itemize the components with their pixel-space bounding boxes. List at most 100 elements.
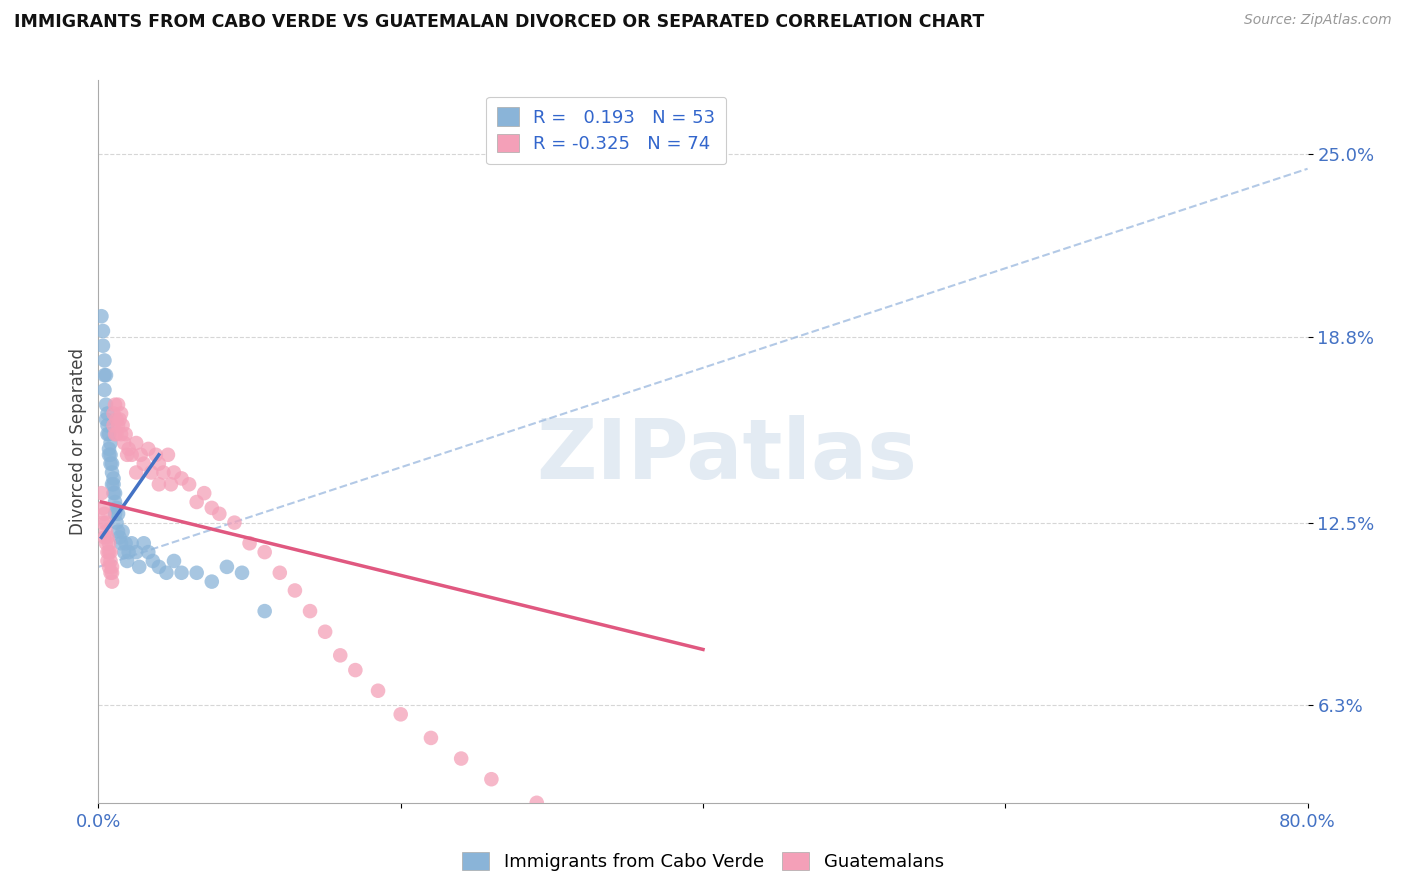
Point: [186, 495, 208, 509]
Point: [104, 486, 127, 500]
Legend: R =   0.193   N = 53, R = -0.325   N = 74: R = 0.193 N = 53, R = -0.325 N = 74: [486, 96, 727, 164]
Point: [107, 507, 129, 521]
Point: [420, 731, 443, 745]
Point: [299, 604, 322, 618]
Point: [96, 427, 118, 442]
Point: [103, 486, 125, 500]
Point: [201, 500, 224, 515]
Point: [481, 772, 503, 787]
Point: [94, 536, 117, 550]
Point: [239, 536, 262, 550]
Point: [101, 560, 124, 574]
Point: [129, 448, 152, 462]
Point: [98, 536, 121, 550]
Point: [110, 407, 132, 421]
Point: [118, 442, 141, 456]
Point: [96, 545, 118, 559]
Point: [107, 524, 129, 539]
Point: [111, 418, 134, 433]
Point: [526, 796, 548, 810]
Point: [93, 507, 115, 521]
Text: Source: ZipAtlas.com: Source: ZipAtlas.com: [1244, 13, 1392, 28]
Point: [108, 412, 131, 426]
Point: [101, 477, 124, 491]
Point: [103, 407, 125, 421]
Point: [101, 457, 124, 471]
Point: [94, 516, 117, 530]
Y-axis label: Divorced or Separated: Divorced or Separated: [69, 348, 87, 535]
Point: [692, 840, 714, 855]
Point: [142, 554, 165, 568]
Point: [132, 457, 155, 471]
Point: [114, 427, 136, 442]
Point: [90, 309, 112, 323]
Point: [253, 604, 276, 618]
Point: [163, 466, 186, 480]
Point: [152, 466, 174, 480]
Point: [163, 554, 186, 568]
Point: [111, 524, 134, 539]
Point: [107, 418, 129, 433]
Point: [186, 566, 208, 580]
Point: [112, 436, 135, 450]
Point: [105, 412, 128, 426]
Point: [136, 442, 159, 456]
Point: [104, 398, 127, 412]
Point: [128, 560, 150, 574]
Point: [90, 486, 112, 500]
Point: [96, 554, 118, 568]
Point: [571, 811, 593, 825]
Point: [93, 383, 115, 397]
Point: [155, 566, 177, 580]
Point: [367, 683, 389, 698]
Legend: Immigrants from Cabo Verde, Guatemalans: Immigrants from Cabo Verde, Guatemalans: [456, 845, 950, 879]
Point: [136, 545, 159, 559]
Point: [201, 574, 224, 589]
Point: [98, 427, 121, 442]
Point: [450, 751, 472, 765]
Text: IMMIGRANTS FROM CABO VERDE VS GUATEMALAN DIVORCED OR SEPARATED CORRELATION CHART: IMMIGRANTS FROM CABO VERDE VS GUATEMALAN…: [14, 13, 984, 31]
Point: [100, 566, 122, 580]
Point: [94, 412, 117, 426]
Point: [91, 324, 114, 338]
Point: [215, 560, 238, 574]
Point: [141, 466, 163, 480]
Point: [156, 448, 179, 462]
Point: [125, 436, 148, 450]
Point: [94, 368, 117, 383]
Point: [100, 554, 122, 568]
Point: [103, 471, 125, 485]
Point: [121, 448, 143, 462]
Point: [94, 524, 117, 539]
Point: [101, 574, 124, 589]
Point: [170, 471, 193, 485]
Point: [91, 339, 114, 353]
Point: [107, 398, 129, 412]
Point: [208, 507, 231, 521]
Point: [160, 477, 183, 491]
Point: [104, 427, 127, 442]
Point: [93, 368, 115, 383]
Point: [108, 530, 131, 544]
Point: [94, 398, 117, 412]
Point: [125, 545, 148, 559]
Point: [105, 500, 128, 515]
Text: ZIPatlas: ZIPatlas: [537, 416, 918, 497]
Point: [104, 507, 127, 521]
Point: [98, 448, 121, 462]
Point: [103, 418, 125, 433]
Point: [100, 545, 122, 559]
Point: [98, 545, 121, 559]
Point: [101, 466, 124, 480]
Point: [170, 566, 193, 580]
Point: [98, 442, 121, 456]
Point: [344, 663, 367, 677]
Point: [148, 457, 170, 471]
Point: [145, 448, 167, 462]
Point: [101, 566, 124, 580]
Point: [91, 516, 114, 530]
Point: [115, 554, 138, 568]
Point: [103, 477, 125, 491]
Point: [93, 530, 115, 544]
Point: [104, 495, 127, 509]
